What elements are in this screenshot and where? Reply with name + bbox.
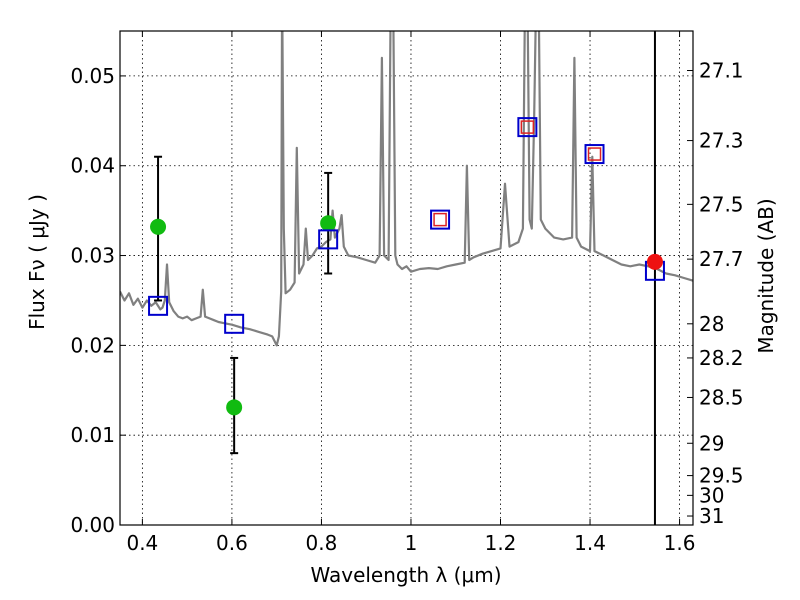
data-point-circle xyxy=(320,215,337,232)
right-tick-label: 27.1 xyxy=(699,59,744,83)
data-point-circle xyxy=(226,399,243,416)
x-tick-label: 0.6 xyxy=(216,531,248,555)
right-tick-label: 30 xyxy=(699,483,724,507)
x-tick-label: 0.8 xyxy=(306,531,338,555)
y-tick-label: 0.00 xyxy=(70,513,115,537)
right-axis-title: Magnitude (AB) xyxy=(754,198,778,353)
plot-area xyxy=(120,31,693,525)
data-point-square xyxy=(430,209,451,230)
data-point-square-inner xyxy=(433,212,447,227)
data-point-square xyxy=(318,229,339,250)
x-tick-label: 1.2 xyxy=(485,531,517,555)
right-tick-label: 27.7 xyxy=(699,247,744,271)
y-tick-label: 0.01 xyxy=(70,423,115,447)
x-tick-label: 1 xyxy=(405,531,418,555)
y-tick-label: 0.04 xyxy=(70,154,115,178)
y-tick-label: 0.03 xyxy=(70,244,115,268)
data-point-square xyxy=(224,313,245,334)
right-tick-label: 29 xyxy=(699,431,724,455)
x-axis-title: Wavelength λ (μm) xyxy=(310,563,501,587)
y-tick-label: 0.02 xyxy=(70,333,115,357)
x-tick-label: 1.4 xyxy=(574,531,606,555)
data-point-square xyxy=(584,144,605,165)
spectrum-line xyxy=(120,31,693,347)
plot-frame xyxy=(119,30,694,526)
data-point-square xyxy=(517,117,538,138)
y-tick-label: 0.05 xyxy=(70,64,115,88)
right-tick-label: 28.5 xyxy=(699,385,744,409)
right-tick-label: 27.3 xyxy=(699,129,744,153)
right-tick-label: 29.5 xyxy=(699,464,744,488)
y-axis-title: Flux Fν ( μJy ) xyxy=(25,194,49,330)
x-tick-label: 1.6 xyxy=(664,531,696,555)
right-tick-label: 27.5 xyxy=(699,192,744,216)
data-point-square-inner xyxy=(520,120,535,134)
data-point-circle xyxy=(150,218,167,235)
right-tick-label: 31 xyxy=(699,504,724,528)
x-tick-label: 0.4 xyxy=(126,531,158,555)
data-point-square-inner xyxy=(587,147,602,161)
data-point-circle xyxy=(646,253,663,270)
right-tick-label: 28.2 xyxy=(699,346,744,370)
right-tick-label: 28 xyxy=(699,312,724,336)
grid xyxy=(120,31,693,526)
data-point-square xyxy=(148,295,169,316)
axis-ticks: 0.4 0.6 0.8 1 1.2 1.4 1.6 0.00 0.01 0.02 0.03 0.04 0… xyxy=(70,31,744,555)
